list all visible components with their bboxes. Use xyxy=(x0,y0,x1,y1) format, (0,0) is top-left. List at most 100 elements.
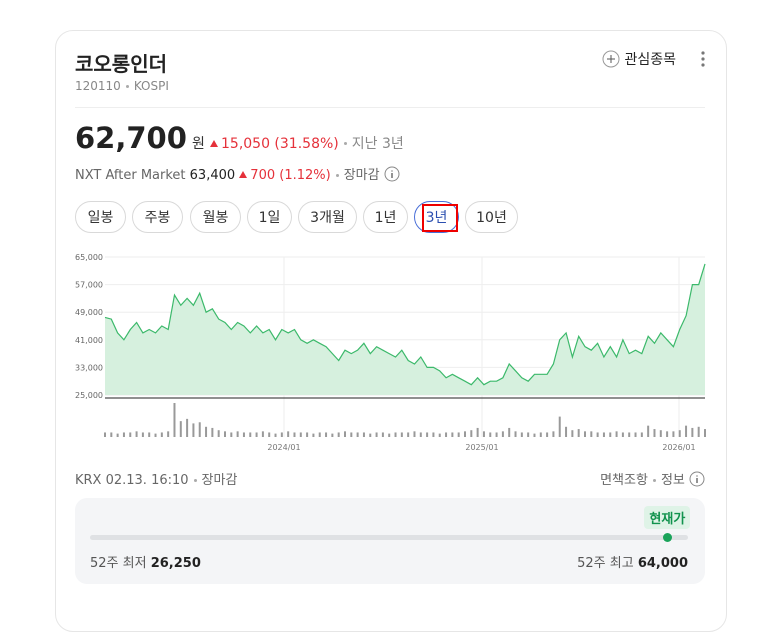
watch-button[interactable]: 관심종목 xyxy=(602,49,676,69)
info[interactable]: 정보 xyxy=(660,473,685,488)
volume-bar xyxy=(129,432,132,437)
volume-bar xyxy=(344,431,346,437)
volume-bar xyxy=(299,432,302,437)
stock-code: 120110 KOSPI xyxy=(75,79,169,93)
period: 지난 3년 xyxy=(351,136,404,152)
volume-bar xyxy=(520,432,523,437)
volume-bar xyxy=(173,403,176,437)
volume-bar xyxy=(470,430,473,437)
volume-bar xyxy=(400,432,403,437)
status: 장마감 xyxy=(201,473,238,488)
volume-bar xyxy=(312,433,315,437)
volume-bar xyxy=(666,431,669,437)
volume-bar xyxy=(596,432,599,437)
volume-bar xyxy=(565,426,568,437)
volume-bar xyxy=(571,430,574,437)
volume-bar xyxy=(634,432,637,437)
volume-bar xyxy=(426,432,429,437)
volume-bar xyxy=(628,432,631,437)
range-box xyxy=(75,498,705,584)
y-tick-label: 57,000 xyxy=(75,281,103,290)
volume-bar xyxy=(552,431,555,437)
period-tab[interactable]: 10년 xyxy=(465,201,518,233)
x-tick-label: 2025/01 xyxy=(465,443,498,452)
period-tab[interactable]: 1년 xyxy=(363,201,408,233)
after-change-text: 700 (1.12%) xyxy=(250,168,331,183)
price-unit: 원 xyxy=(192,136,205,152)
volume-bar xyxy=(527,432,530,437)
volume-bar xyxy=(268,432,271,437)
volume-bar xyxy=(438,433,441,437)
volume-bar xyxy=(369,433,372,437)
period-tab[interactable]: 일봉 xyxy=(75,201,126,233)
volume-bar xyxy=(514,431,517,437)
low-value: 26,250 xyxy=(150,556,201,571)
volume-bar xyxy=(280,432,283,437)
volume-bar xyxy=(167,431,170,437)
price-chart: 25,000 33,000 41,000 49,000 57,000 65,000 2024… xyxy=(75,253,706,452)
volume-bar xyxy=(104,432,106,437)
volume-bar xyxy=(697,426,700,437)
stock-name: 코오롱인더 xyxy=(75,52,167,76)
footer-right: 면책조항 정보 xyxy=(600,469,705,488)
after-label: NXT After Market xyxy=(75,168,186,183)
source: KRX 02.13. 16:10 xyxy=(75,473,189,488)
y-tick-label: 25,000 xyxy=(75,391,103,400)
volume-bar xyxy=(464,431,466,437)
volume-bar xyxy=(640,432,643,437)
volume-bar xyxy=(318,432,321,437)
price-row: 62,700 원 15,050 (31.58%) 지난 3년 xyxy=(75,120,404,156)
period-tab[interactable]: 1일 xyxy=(247,201,292,233)
volume-bar xyxy=(558,416,561,437)
volume-bar xyxy=(154,433,157,437)
volume-bar xyxy=(141,432,144,437)
high-label: 52주 최고 xyxy=(577,556,634,571)
change-text: 15,050 (31.58%) xyxy=(221,136,339,152)
volume-bar xyxy=(407,432,410,437)
price-change: 15,050 (31.58%) xyxy=(210,136,339,152)
high-value: 64,000 xyxy=(637,556,688,571)
info-icon[interactable] xyxy=(689,471,705,487)
volume-bar xyxy=(495,432,498,437)
volume-bar xyxy=(546,432,549,437)
volume-bar xyxy=(337,432,340,437)
y-tick-label: 41,000 xyxy=(75,336,103,345)
volume-bar xyxy=(375,432,378,437)
disclaimer[interactable]: 면책조항 xyxy=(600,473,648,488)
after-change: 700 (1.12%) xyxy=(239,168,331,183)
volume-bar xyxy=(160,432,163,437)
volume-bar xyxy=(287,431,290,437)
volume-bar xyxy=(577,429,580,437)
volume-bar xyxy=(584,431,586,437)
volume-bar xyxy=(691,427,694,437)
volume-bar xyxy=(489,432,492,437)
plus-icon xyxy=(602,50,620,68)
period-tab[interactable]: 3년 xyxy=(414,201,459,233)
x-tick-label: 2026/01 xyxy=(662,443,695,452)
volume-bar xyxy=(615,431,618,437)
volume-bar xyxy=(211,427,214,437)
volume-bar xyxy=(179,421,182,437)
volume-bar xyxy=(186,418,189,437)
volume-bar xyxy=(148,432,151,437)
volume-bar xyxy=(306,432,309,437)
highlight-box xyxy=(422,204,458,232)
range-track xyxy=(90,535,688,540)
period-tab[interactable]: 주봉 xyxy=(132,201,183,233)
after-market: NXT After Market 63,400 700 (1.12%) 장마감 xyxy=(75,164,400,183)
info-icon[interactable] xyxy=(384,166,400,182)
price-line xyxy=(104,263,706,386)
more-menu[interactable] xyxy=(699,50,707,68)
volume-bar xyxy=(261,431,264,437)
period-tab[interactable]: 월봉 xyxy=(190,201,241,233)
volume-bar xyxy=(476,427,479,437)
volume-bar xyxy=(451,432,454,437)
divider xyxy=(75,107,705,108)
period-tab[interactable]: 3개월 xyxy=(298,201,357,233)
volume-bar xyxy=(704,429,706,437)
volume-bar xyxy=(217,430,220,437)
volume-bar xyxy=(602,432,605,437)
volume-bar xyxy=(325,432,328,437)
after-price: 63,400 xyxy=(189,168,236,183)
volume-bar xyxy=(122,432,125,437)
